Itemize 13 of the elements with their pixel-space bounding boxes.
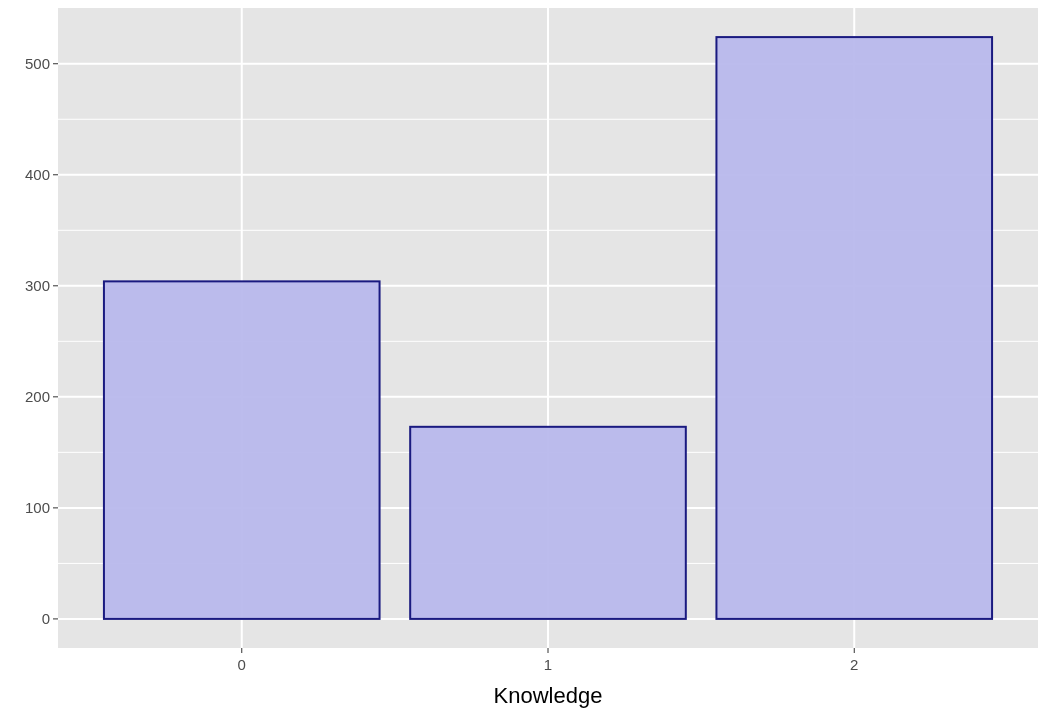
y-tick-label: 400 <box>24 166 50 184</box>
y-tick-label: 0 <box>41 610 50 628</box>
bar <box>715 36 994 620</box>
bar <box>102 280 381 620</box>
bar <box>409 425 687 620</box>
x-tick-label: 1 <box>543 656 553 673</box>
y-tick-label: 100 <box>24 499 50 517</box>
x-axis-title: Knowledge <box>493 683 603 708</box>
y-tick-label: 200 <box>24 388 50 406</box>
y-tick-label: 300 <box>24 277 50 295</box>
y-tick-label: 500 <box>24 54 50 72</box>
x-tick-label: 2 <box>850 656 859 673</box>
x-tick-label: 0 <box>237 656 246 673</box>
